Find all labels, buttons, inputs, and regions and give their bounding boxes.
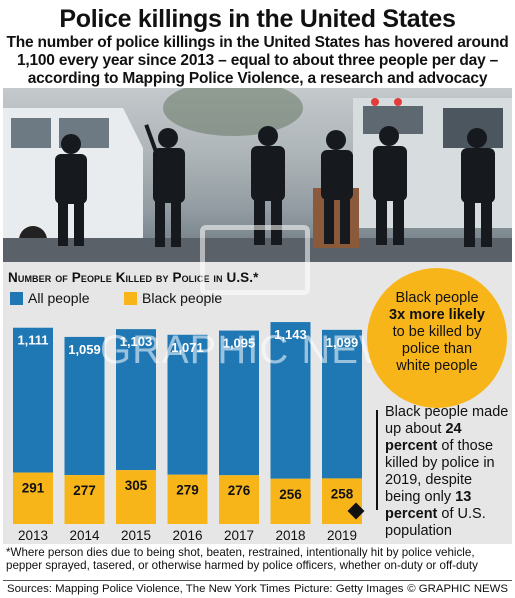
bubble-line4: white people [396,358,478,374]
data-label-black-people-2014: 277 [73,483,96,498]
data-label-black-people-2019: 258 [331,486,354,501]
data-label-black-people-2018: 256 [279,487,302,502]
police-photo [3,88,512,262]
police-photo-illustration [3,88,512,262]
bar-all-people-2016 [167,334,208,475]
bar-all-people-2017 [219,330,259,476]
side-note-b1: 24 percent [385,421,462,454]
data-label-all-people-2016: 1,071 [171,340,204,355]
bubble-line3: police than [401,341,473,357]
x-tick-label-2014: 2014 [69,528,100,543]
data-label-black-people-2017: 276 [228,483,251,498]
bubble-line2: to be killed by [392,324,482,340]
footer-sources: Sources: Mapping Police Violence, The Ne… [7,582,291,595]
legend-item-all-people: All people [10,289,90,307]
legend-swatch-black-people [124,291,137,305]
chart-title: Number of People Killed by Police in U.S… [8,270,259,285]
side-note-b2: 13 percent [385,489,472,522]
footer-picture-credit: Picture: Getty Images [293,582,404,595]
data-label-all-people-2017: 1,095 [223,336,256,351]
x-tick-label-2016: 2016 [172,528,202,543]
watermark-logo [200,225,310,295]
x-tick-label-2013: 2013 [18,528,48,543]
side-note-p2: of those killed by police in 2019, despi… [385,438,495,505]
data-label-all-people-2018: 1,143 [274,327,307,342]
bubble-line1: Black people [395,290,479,306]
bar-black-people-2013 [13,472,53,524]
x-tick-label-2017: 2017 [224,528,254,543]
page-subtitle: The number of police killings in the Uni… [6,34,509,105]
bar-black-people-2014 [64,475,105,524]
footnote: *Where person dies due to being shot, be… [6,546,478,572]
header: Police killings in the United States The… [0,0,515,106]
footer-copyright: © GRAPHIC NEWS [407,582,508,595]
legend-swatch-all-people [10,291,23,305]
data-label-black-people-2016: 279 [176,483,199,498]
side-note: Black people made up about 24 percent of… [385,404,509,540]
data-label-all-people-2015: 1,103 [120,334,153,349]
x-tick-label-2019: 2019 [327,528,357,543]
bar-chart: 1,111 291 2013 1,059 277 2014 1,103 305 2015 1,07… [13,322,362,543]
x-tick-label-2015: 2015 [121,528,151,543]
footer: Sources: Mapping Police Violence, The Ne… [3,580,512,596]
data-label-black-people-2015: 305 [125,478,148,493]
bar-black-people-2016 [167,474,208,524]
data-label-all-people-2013: 1,111 [17,333,48,348]
x-tick-label-2018: 2018 [275,528,305,543]
callout-bubble: Black people 3x more likely to be killed… [367,268,507,408]
bar-black-people-2015 [116,470,156,524]
side-note-p1: Black people made up about [385,404,509,437]
page-title: Police killings in the United States [59,5,456,33]
bar-all-people-2015 [116,329,156,471]
data-label-all-people-2019: 1,099 [326,335,359,350]
bar-all-people-2014 [64,336,105,476]
data-label-black-people-2013: 291 [22,481,45,496]
bar-all-people-2013 [13,327,53,473]
side-note-p3: of U.S. population [385,506,486,539]
bubble-bold: 3x more likely [389,307,485,323]
legend-label-all-people: All people [28,290,90,306]
bar-black-people-2017 [219,475,259,524]
bar-all-people-2018 [270,322,311,479]
pointer-line [376,410,378,510]
bar-black-people-2018 [270,478,311,524]
bar-all-people-2019 [322,329,362,479]
data-label-all-people-2014: 1,059 [68,342,101,357]
